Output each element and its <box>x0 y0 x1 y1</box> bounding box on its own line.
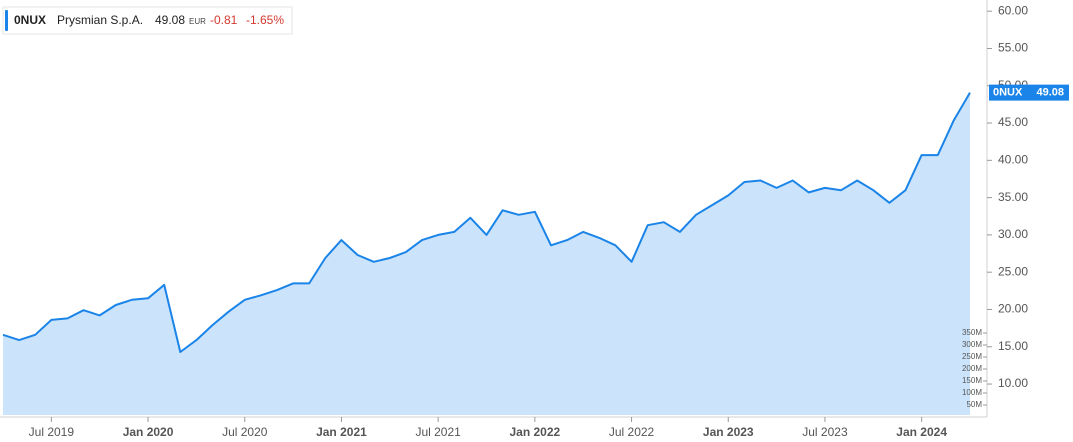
y-tick-label: 55.00 <box>998 41 1028 55</box>
x-tick-label: Jul 2020 <box>222 425 268 439</box>
company-name: Prysmian S.p.A. <box>57 13 143 27</box>
price-tag <box>989 84 1069 101</box>
y2-tick-label: 250M <box>962 352 982 361</box>
y-tick-label: 60.00 <box>998 3 1028 17</box>
y-tick-label: 10.00 <box>998 376 1028 390</box>
y-tick-label: 15.00 <box>998 339 1028 353</box>
area-fill <box>3 92 970 415</box>
change: -0.81 <box>210 13 238 27</box>
legend-swatch <box>5 10 8 31</box>
legend-box: 0NUX Prysmian S.p.A. 49.08 EUR -0.81 -1.… <box>2 6 293 35</box>
x-tick-label: Jul 2019 <box>29 425 75 439</box>
legend-frame <box>2 6 293 35</box>
x-tick-label: Jan 2020 <box>123 425 174 439</box>
x-tick-label: Jan 2021 <box>316 425 367 439</box>
price-tag-value: 49.08 <box>1036 87 1064 99</box>
y-tick-label: 45.00 <box>998 115 1028 129</box>
y-tick-label: 40.00 <box>998 153 1028 167</box>
y2-tick-label: 100M <box>962 388 982 397</box>
currency: EUR <box>189 17 206 26</box>
y-tick-label: 30.00 <box>998 227 1028 241</box>
y2-tick-label: 350M <box>962 328 982 337</box>
price: 49.08 <box>155 13 185 27</box>
price-line <box>2 92 971 353</box>
plot-area <box>2 92 971 415</box>
x-tick-label: Jul 2022 <box>609 425 655 439</box>
y2-tick-label: 150M <box>962 376 982 385</box>
x-tick-label: Jul 2023 <box>802 425 848 439</box>
y2-tick-label: 200M <box>962 364 982 373</box>
y-tick-label: 25.00 <box>998 264 1028 278</box>
y-tick-label: 20.00 <box>998 302 1028 316</box>
symbol: 0NUX <box>14 13 46 27</box>
x-tick-label: Jan 2022 <box>509 425 560 439</box>
x-tick-label: Jan 2023 <box>703 425 754 439</box>
y-tick-label: 35.00 <box>998 190 1028 204</box>
change-pct: -1.65% <box>246 13 284 27</box>
x-tick-label: Jan 2024 <box>896 425 947 439</box>
y2-tick-label: 300M <box>962 340 982 349</box>
x-tick-label: Jul 2021 <box>415 425 461 439</box>
y2-tick-label: 50M <box>966 400 982 409</box>
price-tag-symbol: 0NUX <box>993 87 1023 99</box>
